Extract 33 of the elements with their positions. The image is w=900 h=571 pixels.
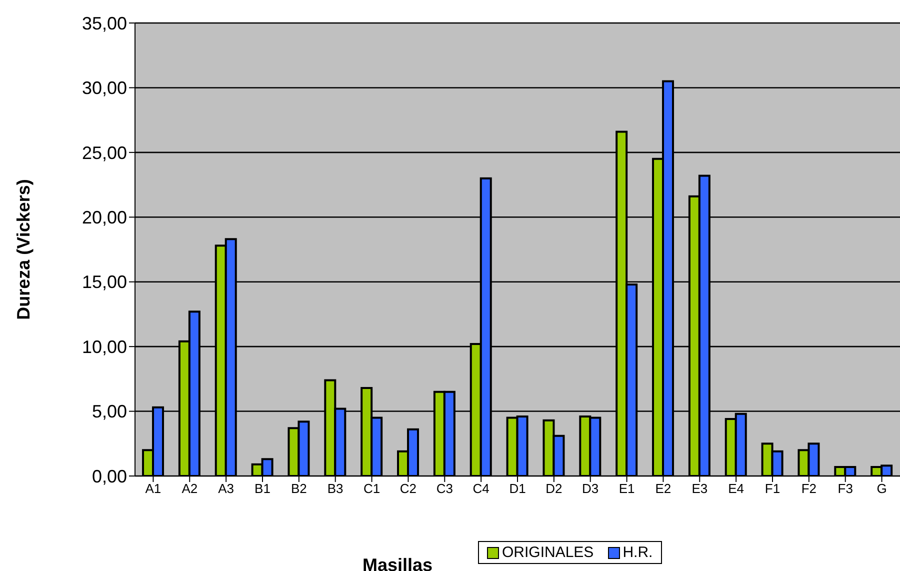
legend-label: ORIGINALES	[502, 544, 594, 561]
x-tick-label: A3	[218, 481, 234, 496]
x-tick-label: F3	[838, 481, 853, 496]
x-tick-label: B1	[254, 481, 270, 496]
y-tick-label: 0,00	[92, 466, 127, 486]
x-tick-label: D1	[509, 481, 526, 496]
x-tick-label: G	[876, 481, 887, 496]
x-tick-label: D3	[582, 481, 599, 496]
legend-label: H.R.	[622, 544, 653, 561]
x-tick-label: C3	[436, 481, 453, 496]
x-tick-label: A1	[145, 481, 162, 496]
x-tick-label: E3	[692, 481, 708, 496]
x-tick-label: B3	[327, 481, 344, 496]
y-tick-label: 10,00	[82, 336, 127, 357]
x-tick-label: E2	[655, 481, 672, 496]
x-tick-label: F2	[801, 481, 817, 496]
x-tick-label: C2	[400, 481, 417, 496]
y-tick-label: 30,00	[82, 78, 127, 98]
x-tick-label: C4	[472, 481, 490, 496]
x-tick-label: D2	[546, 481, 562, 496]
x-axis-title: Masillas	[362, 555, 433, 571]
x-tick-label: C1	[363, 481, 380, 496]
x-tick-label: A2	[182, 481, 198, 496]
x-tick-label: B2	[290, 481, 307, 496]
x-tick-label: E1	[618, 481, 635, 496]
y-tick-label: 25,00	[82, 142, 127, 163]
y-tick-label: 35,00	[82, 13, 127, 34]
y-tick-label: 15,00	[82, 272, 127, 292]
x-tick-label: F1	[764, 481, 780, 496]
y-tick-label: 20,00	[82, 208, 127, 228]
y-tick-label: 5,00	[92, 402, 127, 422]
y-axis-title: Dureza (Vickers)	[13, 179, 34, 320]
x-tick-label: E4	[728, 481, 744, 496]
